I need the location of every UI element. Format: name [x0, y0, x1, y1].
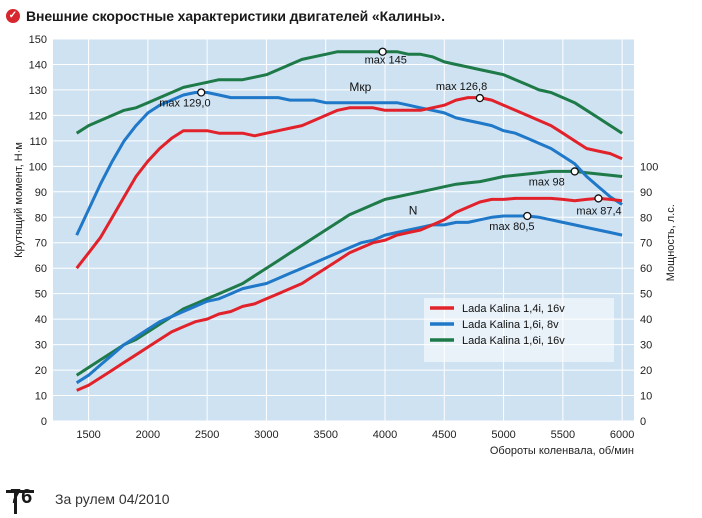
torque-curve-blue — [75, 91, 623, 236]
y-tick-label-right: 50 — [640, 289, 652, 301]
y-tick-label-right: 20 — [640, 365, 652, 377]
x-tick-label: 5000 — [491, 429, 515, 441]
torque-curve-green — [75, 50, 623, 135]
y-tick-label-left: 140 — [29, 59, 47, 71]
chevron-down-badge-icon: ✓ — [6, 9, 20, 23]
y-tick-label-left: 30 — [35, 340, 47, 352]
x-tick-label: 3000 — [254, 429, 278, 441]
legend-label-blue: Lada Kalina 1,6i, 8v — [462, 319, 559, 331]
y-tick-label-left: 10 — [35, 391, 47, 403]
power-curve-red — [76, 196, 623, 392]
x-tick-label: 2000 — [136, 429, 160, 441]
magazine-issue: За рулем 04/2010 — [55, 491, 170, 507]
chart-header: ✓ Внешние скоростные характеристики двиг… — [6, 5, 445, 27]
y-tick-label-right: 100 — [640, 161, 658, 173]
torque-curve-red — [75, 96, 623, 270]
y-tick-label-left: 20 — [35, 365, 47, 377]
max-label-green-torque: max 145 — [365, 55, 407, 67]
y-tick-label-right: 80 — [640, 212, 652, 224]
y-axis-title-right: Мощность, л.с. — [665, 204, 677, 281]
max-label-blue-torque: max 129,0 — [159, 97, 210, 109]
y-tick-label-right: 90 — [640, 187, 652, 199]
x-tick-label: 4000 — [373, 429, 397, 441]
y-tick-label-left: 90 — [35, 187, 47, 199]
max-marker-red-torque — [475, 93, 485, 103]
max-label-green-power: max 98 — [529, 176, 565, 188]
x-tick-label: 3500 — [313, 429, 337, 441]
y-tick-label-right: 10 — [640, 391, 652, 403]
x-axis-title: Обороты коленвала, об/мин — [490, 445, 634, 457]
y-tick-label-left: 70 — [35, 238, 47, 250]
x-tick-label: 5500 — [551, 429, 575, 441]
torque-curves-label: Мкр — [349, 80, 371, 94]
legend-label-green: Lada Kalina 1,6i, 16v — [462, 335, 565, 347]
chart-container: 0 10 20 30 40 50 60 70 80 90 100 110 120 130 140 150 0 10… — [13, 34, 677, 457]
page-number: 76 — [10, 486, 33, 508]
max-marker-green-power — [570, 167, 579, 176]
page-rule-vertical — [14, 492, 17, 514]
x-tick-label: 6000 — [610, 429, 634, 441]
x-tick-label: 2500 — [195, 429, 219, 441]
y-tick-label-right: 70 — [640, 238, 652, 250]
y-tick-label-left: 80 — [35, 212, 47, 224]
y-tick-label-left: 50 — [35, 289, 47, 301]
max-marker-red-power — [594, 194, 603, 203]
page-footer: 76 За рулем 04/2010 — [0, 484, 702, 514]
torque-power-chart: 0102030405060708090100110120130140150010… — [13, 34, 677, 457]
y-tick-label-left: 0 — [41, 416, 47, 428]
max-label-blue-power: max 80,5 — [489, 221, 534, 233]
y-tick-label-right: 30 — [640, 340, 652, 352]
y-tick-label-left: 130 — [29, 85, 47, 97]
y-tick-label-left: 40 — [35, 314, 47, 326]
max-label-red-torque: max 126,8 — [436, 81, 487, 93]
y-tick-label-right: 40 — [640, 314, 652, 326]
x-tick-label: 4500 — [432, 429, 456, 441]
max-marker-blue-torque — [197, 88, 206, 97]
y-tick-label-left: 150 — [29, 34, 47, 46]
y-tick-label-right: 0 — [640, 416, 646, 428]
max-marker-green-torque — [378, 47, 387, 56]
max-label-red-power: max 87,4 — [576, 205, 621, 217]
y-tick-label-left: 110 — [29, 136, 47, 148]
power-curves-label: N — [409, 204, 418, 218]
x-tick-label: 1500 — [76, 429, 100, 441]
y-tick-label-left: 60 — [35, 263, 47, 275]
y-tick-label-left: 120 — [29, 110, 47, 122]
y-axis-title-left: Крутящий момент, Н·м — [13, 142, 25, 258]
y-tick-label-right: 60 — [640, 263, 652, 275]
legend-box — [424, 298, 614, 362]
max-marker-blue-power — [523, 211, 532, 221]
chart-title: Внешние скоростные характеристики двигат… — [26, 8, 445, 24]
legend-label-red: Lada Kalina 1,4i, 16v — [462, 303, 565, 315]
page-rule-horizontal — [6, 490, 34, 493]
plot-area — [53, 39, 634, 421]
y-tick-label-left: 100 — [29, 161, 47, 173]
